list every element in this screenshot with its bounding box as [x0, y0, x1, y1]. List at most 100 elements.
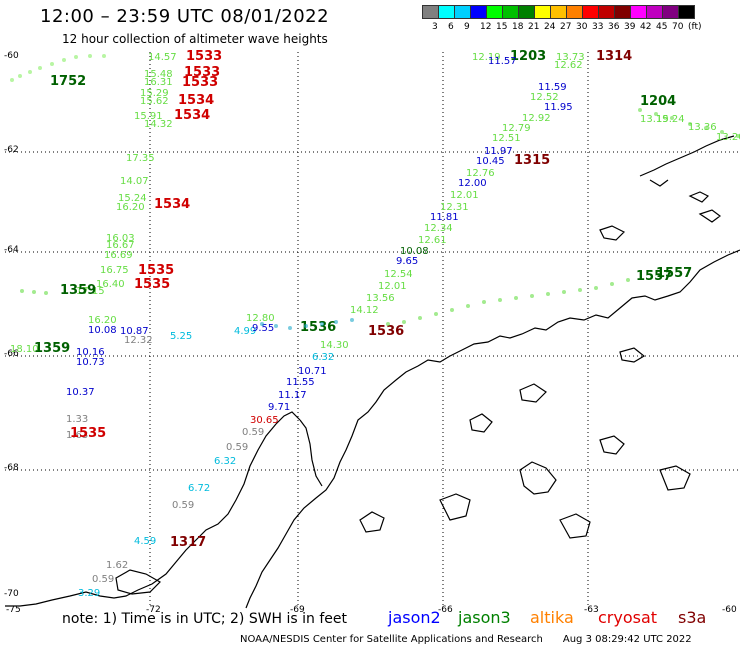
track-point	[418, 316, 422, 320]
wave-height-label: 1752	[50, 74, 86, 89]
wave-height-label: 15.24	[118, 193, 147, 204]
wave-height-label: 6.32	[312, 352, 334, 363]
wave-height-label: 11.55	[286, 377, 315, 388]
longitude-label: -63	[584, 605, 599, 615]
wave-height-label: 6.72	[188, 483, 210, 494]
wave-height-label: 13.20	[716, 132, 740, 143]
wave-height-label: 1533	[182, 75, 218, 90]
latitude-label: -62	[4, 145, 19, 155]
wave-height-label: 15.91	[134, 111, 163, 122]
track-point	[482, 300, 486, 304]
track-point	[434, 312, 438, 316]
track-point	[562, 290, 566, 294]
wave-height-label: 10.08	[88, 325, 117, 336]
credit-text: NOAA/NESDIS Center for Satellite Applica…	[240, 634, 543, 645]
track-point	[350, 318, 354, 322]
color-scale-label: 9	[464, 22, 470, 32]
wave-height-label: 10.37	[66, 387, 95, 398]
wave-height-label: 5.25	[170, 331, 192, 342]
wave-height-label: 0.59	[242, 427, 264, 438]
longitude-label: -75	[6, 605, 21, 615]
wave-height-label: 1536	[368, 324, 404, 339]
wave-height-label: 1317	[170, 535, 206, 550]
footer-credit: NOAA/NESDIS Center for Satellite Applica…	[240, 634, 692, 645]
wave-height-label: 15.29	[140, 88, 169, 99]
page-subtitle: 12 hour collection of altimeter wave hei…	[62, 32, 328, 46]
wave-height-label: 14.57	[148, 52, 177, 63]
wave-height-label: 9.65	[396, 256, 418, 267]
wave-height-label: 1204	[640, 94, 676, 109]
wave-height-label: 12.01	[450, 190, 479, 201]
color-scale-label: 33	[592, 22, 604, 32]
track-point	[62, 58, 66, 62]
longitude-label: -72	[146, 605, 161, 615]
wave-height-label: 1557	[656, 266, 692, 281]
wave-height-label: 16.69	[104, 250, 133, 261]
wave-height-label: 1534	[174, 108, 210, 123]
wave-height-label: 12.19	[472, 52, 501, 63]
wave-height-label: 15.48	[144, 69, 173, 80]
wave-height-label: 1315	[514, 153, 550, 168]
track-point	[20, 289, 24, 293]
wave-height-label: 1557	[636, 269, 672, 284]
wave-height-label: 13.36	[688, 122, 717, 133]
track-point	[546, 292, 550, 296]
wave-height-label: 16.03	[106, 233, 135, 244]
color-scale-label: 12	[480, 22, 492, 32]
wave-height-label: 1.33	[66, 414, 88, 425]
track-point	[704, 126, 708, 130]
longitude-label: -66	[438, 605, 453, 615]
track-point	[594, 286, 598, 290]
alexander-island-coast	[5, 411, 301, 607]
color-scale-label: 15	[496, 22, 508, 32]
wave-height-label: 14.32	[144, 119, 173, 130]
track-point	[10, 78, 14, 82]
wave-height-label: 0.59	[172, 500, 194, 511]
charcot-island	[115, 569, 161, 595]
color-scale-label: 45	[656, 22, 668, 32]
footer-note: note: 1) Time is in UTC; 2) SWH is in fe…	[62, 611, 348, 627]
wave-height-label: 17.15	[76, 286, 105, 297]
wave-height-label: 12.52	[530, 92, 559, 103]
wave-height-label: 12.80	[246, 313, 275, 324]
track-point	[514, 296, 518, 300]
longitude-label: -60	[722, 605, 737, 615]
track-point	[304, 324, 308, 328]
wave-height-label: 1203	[510, 49, 546, 64]
track-point	[654, 112, 658, 116]
islands-east	[359, 209, 721, 539]
wave-height-label: 12.61	[418, 235, 447, 246]
color-scale-label: 70	[672, 22, 684, 32]
wave-height-label: 12.34	[424, 223, 453, 234]
satellite-legend-jason2: jason2	[388, 608, 441, 627]
track-point	[18, 74, 22, 78]
wave-height-label: 11.17	[278, 390, 307, 401]
wave-height-label: 1.63	[66, 430, 88, 441]
track-point	[38, 66, 42, 70]
satellite-legend-s3a: s3a	[678, 608, 707, 627]
track-point	[402, 320, 406, 324]
color-scale-label: 42	[640, 22, 652, 32]
wave-height-label: 0.59	[226, 442, 248, 453]
south-shetland-islands	[639, 135, 735, 203]
wave-height-label: 14.12	[350, 305, 379, 316]
wave-height-label: 10.16	[76, 347, 105, 358]
wave-height-label: 1314	[596, 49, 632, 64]
wave-height-label: 1.62	[106, 560, 128, 571]
wave-height-label: 11.95	[544, 102, 573, 113]
color-scale-bar	[422, 5, 695, 19]
satellite-legend-jason3: jason3	[458, 608, 511, 627]
track-point	[466, 304, 470, 308]
track-point	[28, 70, 32, 74]
wave-height-label: 12.32	[124, 335, 153, 346]
satellite-legend-cryosat: cryosat	[598, 608, 658, 627]
generated-time: Aug 3 08:29:42 UTC 2022	[562, 634, 692, 645]
page-title: 12:00 – 23:59 UTC 08/01/2022	[40, 6, 330, 27]
wave-height-label: 10.73	[76, 357, 105, 368]
wave-height-label: 10.71	[298, 366, 327, 377]
wave-height-label: 16.75	[100, 265, 129, 276]
wave-height-label: 1536	[300, 320, 336, 335]
wave-height-label: 15.24	[656, 114, 685, 125]
wave-height-label: 6.32	[214, 456, 236, 467]
